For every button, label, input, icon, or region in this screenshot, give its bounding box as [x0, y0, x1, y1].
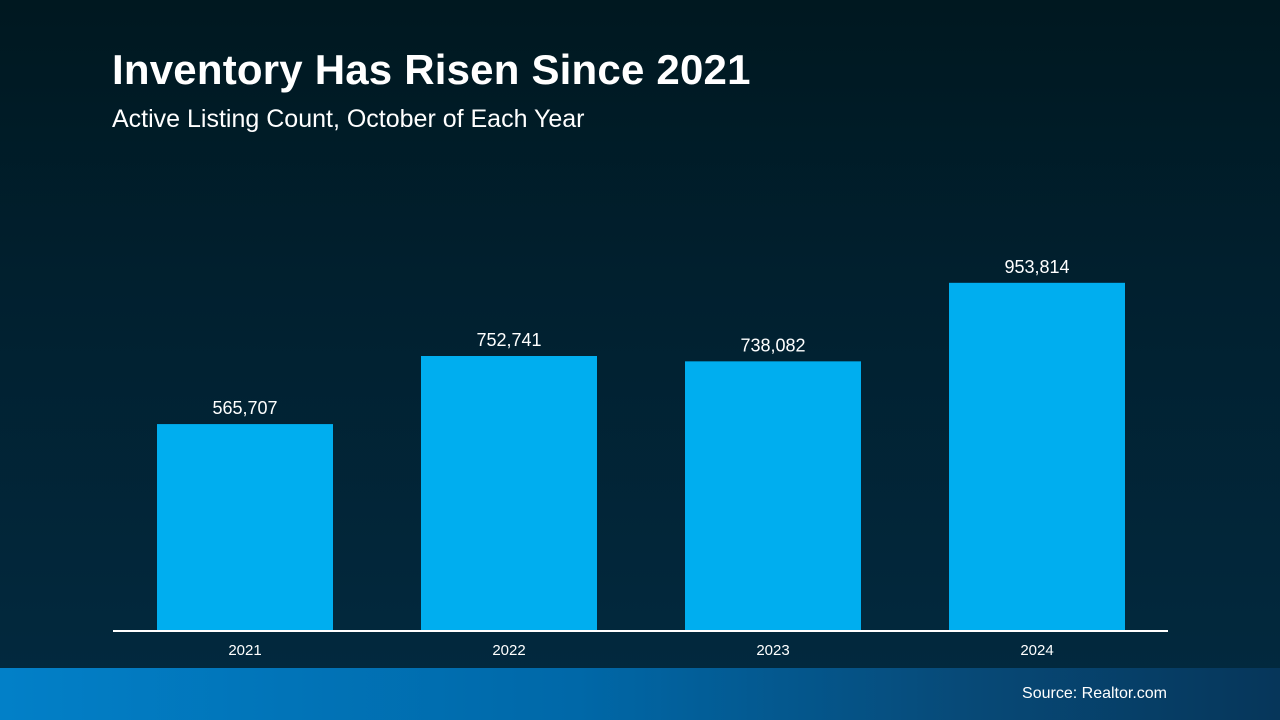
chart-subtitle: Active Listing Count, October of Each Ye… [112, 105, 585, 133]
bar-2023 [685, 361, 861, 630]
data-label: 738,082 [740, 335, 805, 355]
bar-2022 [421, 356, 597, 630]
bar-2024 [949, 282, 1125, 630]
bar-2021 [157, 424, 333, 630]
x-tick-label: 2022 [492, 642, 525, 659]
data-label: 752,741 [476, 330, 541, 350]
chart-title: Inventory Has Risen Since 2021 [112, 46, 751, 93]
footer-band: Source: Realtor.com [0, 668, 1280, 720]
x-tick-label: 2023 [756, 642, 789, 659]
data-label: 565,707 [212, 398, 277, 418]
x-tick-label: 2021 [228, 642, 261, 659]
source-note: Source: Realtor.com [1022, 685, 1167, 702]
data-label: 953,814 [1004, 257, 1069, 277]
x-tick-label: 2024 [1020, 642, 1053, 659]
bar-chart: 565,707 2021 752,741 2022 738,082 2023 953,814… [157, 257, 1125, 659]
